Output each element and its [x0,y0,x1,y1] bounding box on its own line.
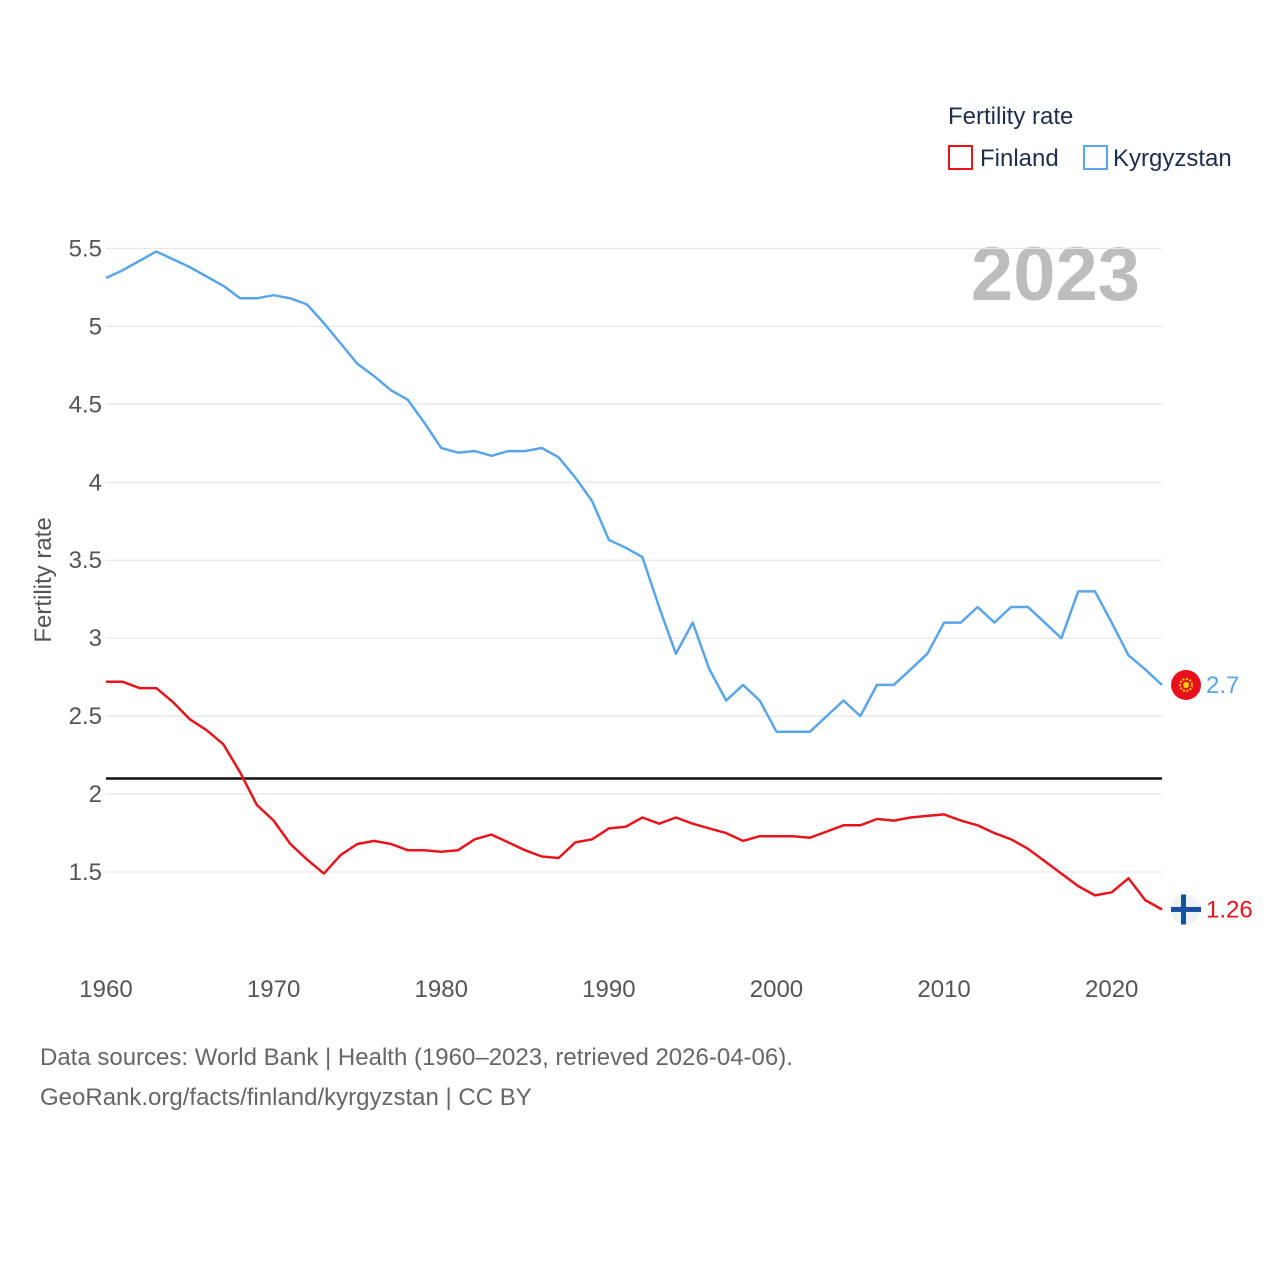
y-tick-label: 4.5 [69,391,102,418]
y-tick-label: 5.5 [69,235,102,262]
x-tick-label: 1990 [582,976,635,1003]
legend-item-finland[interactable]: Finland [948,145,1059,172]
x-tick-label: 1980 [415,976,468,1003]
current-year-label: 2023 [971,232,1140,317]
y-tick-label: 3 [89,625,102,652]
legend-title: Fertility rate [948,103,1073,130]
end-markers: 1.26 2.7 [1171,669,1253,925]
series-line-kyrgyzstan[interactable] [105,250,1163,733]
series-line-finland[interactable] [106,680,1163,911]
end-marker-kyrgyzstan: 2.7 [1171,669,1239,700]
x-tick-label: 1960 [79,976,132,1003]
legend-item-kyrgyzstan[interactable]: Kyrgyzstan [1083,145,1232,172]
x-tick-label: 2020 [1085,976,1138,1003]
grid [106,247,1162,873]
end-marker-finland: 1.26 [1171,894,1253,925]
end-value-label-kyrgyzstan: 2.7 [1206,672,1239,699]
legend: Fertility rate Finland Kyrgyzstan [948,103,1232,172]
legend-swatch-kyrgyzstan [1083,145,1108,170]
y-tick-label: 2 [89,781,102,808]
x-tick-label: 2000 [750,976,803,1003]
y-tick-label: 5 [89,313,102,340]
x-axis-ticks: 1960 1970 1980 1990 2000 2010 2020 [79,976,1138,1003]
legend-swatch-finland [948,145,973,170]
flag-sun [1179,677,1193,692]
legend-label-finland: Finland [980,145,1059,172]
y-axis-title: Fertility rate [30,517,57,642]
legend-label-kyrgyzstan: Kyrgyzstan [1113,145,1232,172]
y-axis-ticks: 1.5 2 2.5 3 3.5 4 4.5 5 5.5 [69,235,102,886]
flag-cross-vertical [1181,894,1186,925]
x-tick-label: 2010 [917,976,970,1003]
end-value-label-finland: 1.26 [1206,896,1253,923]
x-tick-label: 1970 [247,976,300,1003]
flag-sun-core [1183,681,1189,688]
series-lines [105,250,1163,911]
y-tick-label: 2.5 [69,703,102,730]
y-tick-label: 4 [89,469,102,496]
y-tick-label: 1.5 [69,859,102,886]
footer-credit[interactable]: GeoRank.org/facts/finland/kyrgyzstan | C… [40,1084,532,1111]
y-tick-label: 3.5 [69,547,102,574]
footer-source: Data sources: World Bank | Health (1960–… [40,1044,793,1071]
